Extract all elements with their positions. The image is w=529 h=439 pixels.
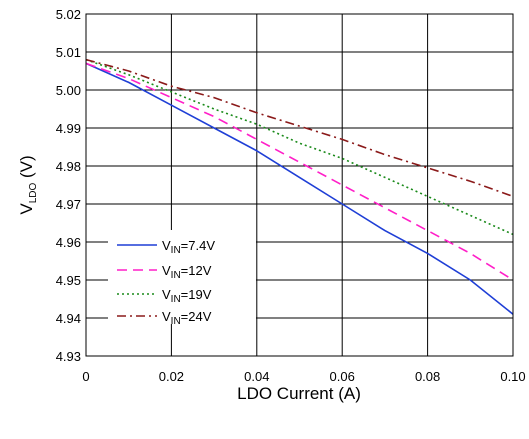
plot-frame <box>85 13 514 357</box>
x-tick-label: 0.02 <box>159 369 184 384</box>
y-axis-title-sub: LDO <box>28 183 39 204</box>
legend-19v-sub: IN <box>171 294 181 305</box>
y-tick-labels: 4.93 4.94 4.95 4.96 4.97 4.98 4.99 5.00 5.01 5.02 <box>56 7 81 364</box>
y-tick-label: 5.01 <box>56 45 81 60</box>
legend-label-24v: VIN=24V <box>162 309 212 327</box>
series-lines <box>85 58 514 315</box>
y-tick-label: 4.96 <box>56 235 81 250</box>
y-tick-label: 4.95 <box>56 273 81 288</box>
y-tick-label: 4.94 <box>56 311 81 326</box>
series-line-2 <box>85 58 514 236</box>
y-tick-label: 4.93 <box>56 349 81 364</box>
legend-12v-main: V <box>162 263 171 278</box>
legend-7v4-sub: IN <box>171 245 181 256</box>
x-tick-label: 0.04 <box>244 369 269 384</box>
y-tick-label: 5.00 <box>56 83 81 98</box>
legend-label-12v: VIN=12V <box>162 263 212 281</box>
legend-24v-main: V <box>162 309 171 324</box>
legend-label-7v4: VIN=7.4V <box>162 238 215 256</box>
legend-7v4-rest: =7.4V <box>181 238 216 253</box>
legend-19v-main: V <box>162 287 171 302</box>
x-axis-title: LDO Current (A) <box>237 384 361 403</box>
y-axis-title: VLDO (V) <box>17 155 39 214</box>
legend-24v-rest: =24V <box>181 309 212 324</box>
legend-7v4-main: V <box>162 238 171 253</box>
y-tick-label: 5.02 <box>56 7 81 22</box>
y-tick-label: 4.99 <box>56 121 81 136</box>
legend-12v-rest: =12V <box>181 263 212 278</box>
y-axis-title-unit: (V) <box>17 155 36 182</box>
x-tick-labels: 0 0.02 0.04 0.06 0.08 0.10 <box>82 369 525 384</box>
y-tick-label: 4.98 <box>56 159 81 174</box>
series-line-0 <box>85 62 514 315</box>
x-tick-label: 0.06 <box>330 369 355 384</box>
y-axis-title-main: V <box>17 203 36 215</box>
x-tick-label: 0.10 <box>500 369 525 384</box>
legend-19v-rest: =19V <box>181 287 212 302</box>
x-tick-label: 0 <box>82 369 89 384</box>
legend-12v-sub: IN <box>171 270 181 281</box>
y-tick-label: 4.97 <box>56 197 81 212</box>
legend: VIN=7.4V VIN=12V VIN=19V VIN=24V <box>108 230 256 327</box>
legend-24v-sub: IN <box>171 316 181 327</box>
series-line-3 <box>85 58 514 198</box>
legend-label-19v: VIN=19V <box>162 287 212 305</box>
x-tick-label: 0.08 <box>415 369 440 384</box>
